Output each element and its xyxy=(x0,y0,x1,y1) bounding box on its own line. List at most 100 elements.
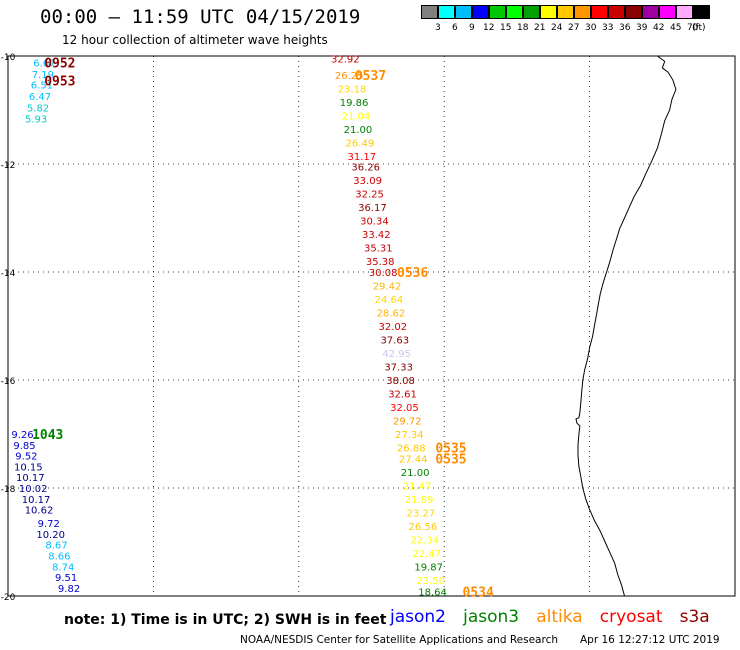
wave-height-value: 36.17 xyxy=(358,203,387,214)
altimeter-track: 27.44 21.00 21.47 21.89 23.27 26.56 22.34 22.47… xyxy=(399,452,467,587)
wave-height-value: 29.72 xyxy=(393,417,422,428)
legend-tick-label: 12 xyxy=(483,23,495,33)
wave-height-value: 26.25 xyxy=(335,71,364,82)
wave-height-value: 10.17 xyxy=(16,473,45,484)
wave-height-value: 37.63 xyxy=(380,336,409,347)
wave-height-value: 10.02 xyxy=(19,484,48,495)
sat-altika: altika xyxy=(536,607,583,627)
legend-tick-label: 18 xyxy=(517,23,529,33)
legend-swatch xyxy=(489,5,506,19)
legend-tick-label: 30 xyxy=(585,23,597,33)
generated-timestamp: Apr 16 12:27:12 UTC 2019 xyxy=(580,634,720,646)
wave-height-value: 10.62 xyxy=(25,506,54,517)
wave-height-value: 6.51 xyxy=(31,81,53,92)
wave-height-value: 6.47 xyxy=(29,92,51,103)
wave-height-value: 27.34 xyxy=(395,430,424,441)
y-tick-label: -20 xyxy=(1,593,16,600)
legend-swatch xyxy=(438,5,455,19)
wave-height-value: 9.72 xyxy=(38,519,60,530)
credit-line: NOAA/NESDIS Center for Satellite Applica… xyxy=(240,634,558,646)
legend-tick-label: 42 xyxy=(653,23,665,33)
legend-swatch xyxy=(506,5,523,19)
wave-height-value: 35.38 xyxy=(366,257,395,268)
pass-time-label: 0536 xyxy=(397,266,428,281)
wave-height-value: 37.33 xyxy=(384,363,413,374)
footer-note: note: 1) Time is in UTC; 2) SWH is in fe… xyxy=(64,612,387,628)
legend-tick-label: 70 xyxy=(687,23,699,33)
legend-swatch xyxy=(676,5,693,19)
wave-height-value: 32.92 xyxy=(331,55,360,66)
wave-height-value: 36.26 xyxy=(351,163,380,174)
pass-time-label: 0535 xyxy=(435,452,466,467)
wave-height-value: 35.31 xyxy=(364,244,393,255)
coastline-path xyxy=(575,55,677,597)
grid xyxy=(7,55,736,597)
legend-swatch xyxy=(659,5,676,19)
altimeter-track: 0953 xyxy=(44,74,75,89)
y-tick-label: -18 xyxy=(1,485,16,495)
altimeter-track: 6.677.196.516.475.825.93 0952 xyxy=(25,56,76,125)
y-tick-label: -12 xyxy=(1,161,16,171)
wave-height-value: 10.15 xyxy=(14,462,43,473)
altimeter-track: 18.64 0534 xyxy=(418,586,494,600)
wave-height-value: 21.00 xyxy=(344,125,373,136)
wave-height-value: 22.47 xyxy=(412,549,441,560)
wave-height-value: 32.02 xyxy=(379,322,408,333)
wave-height-value: 5.93 xyxy=(25,115,47,126)
wave-height-value: 27.44 xyxy=(399,454,428,465)
wave-height-value: 23.27 xyxy=(407,508,436,519)
axis-ticks: 03691215-10-12-14-16-18-20 xyxy=(1,53,16,600)
wave-height-value: 22.34 xyxy=(410,535,439,546)
wave-height-value: 38.08 xyxy=(386,376,415,387)
y-tick-label: -14 xyxy=(1,269,16,279)
wave-height-value: 8.66 xyxy=(48,552,70,563)
sat-cryosat: cryosat xyxy=(599,607,663,627)
y-tick-label: -10 xyxy=(1,53,16,63)
legend-tick-label: 6 xyxy=(452,23,458,33)
legend-tick-label: 3 xyxy=(435,23,441,33)
pass-time-label: 0952 xyxy=(44,56,75,71)
legend-tick-label: 45 xyxy=(670,23,682,33)
pass-time-label: 0537 xyxy=(355,69,386,84)
legend-swatch xyxy=(421,5,438,19)
legend-tick-label: 39 xyxy=(636,23,648,33)
wave-height-value: 5.82 xyxy=(27,103,49,114)
wave-height-value: 18.64 xyxy=(418,588,447,599)
wave-height-value: 21.89 xyxy=(405,495,434,506)
coastline xyxy=(575,55,677,597)
pass-time-label: 0535 xyxy=(435,442,466,457)
legend-swatch xyxy=(608,5,625,19)
wave-height-value: 19.86 xyxy=(340,98,369,109)
legend-swatch xyxy=(642,5,659,19)
wave-height-value: 8.67 xyxy=(45,541,67,552)
pass-time-label: 1043 xyxy=(32,428,63,443)
legend-tick-label: 36 xyxy=(619,23,631,33)
chart-title: 00:00 – 11:59 UTC 04/15/2019 xyxy=(40,6,361,28)
sat-jason3: jason3 xyxy=(463,607,520,627)
sat-jason2: jason2 xyxy=(390,607,446,627)
wave-height-value: 19.87 xyxy=(414,562,443,573)
wave-height-value: 33.42 xyxy=(362,230,391,241)
wave-height-value: 9.85 xyxy=(13,441,35,452)
legend-tick-label: 24 xyxy=(551,23,563,33)
legend-swatch xyxy=(523,5,540,19)
legend-swatch xyxy=(625,5,642,19)
wave-height-value: 21.00 xyxy=(401,468,430,479)
legend-unit-label: (ft) xyxy=(692,23,706,33)
altimeter-track: 26.88 0535 xyxy=(397,442,467,457)
legend-tick-label: 9 xyxy=(469,23,475,33)
chart-subtitle: 12 hour collection of altimeter wave hei… xyxy=(62,33,328,47)
legend-tick-label: 21 xyxy=(534,23,546,33)
wave-height-value: 26.49 xyxy=(346,138,375,149)
wave-height-value: 24.64 xyxy=(375,295,404,306)
sat-s3a: s3a xyxy=(679,607,710,627)
wave-height-value: 32.61 xyxy=(388,390,417,401)
wave-height-value: 26.56 xyxy=(409,522,438,533)
wave-height-value: 9.51 xyxy=(55,573,77,584)
wave-height-value: 30.34 xyxy=(360,217,389,228)
legend-swatch xyxy=(455,5,472,19)
legend-tick-label: 27 xyxy=(568,23,580,33)
legend-swatch xyxy=(540,5,557,19)
wave-height-value: 31.17 xyxy=(347,152,376,163)
wave-height-value: 26.88 xyxy=(397,444,426,455)
